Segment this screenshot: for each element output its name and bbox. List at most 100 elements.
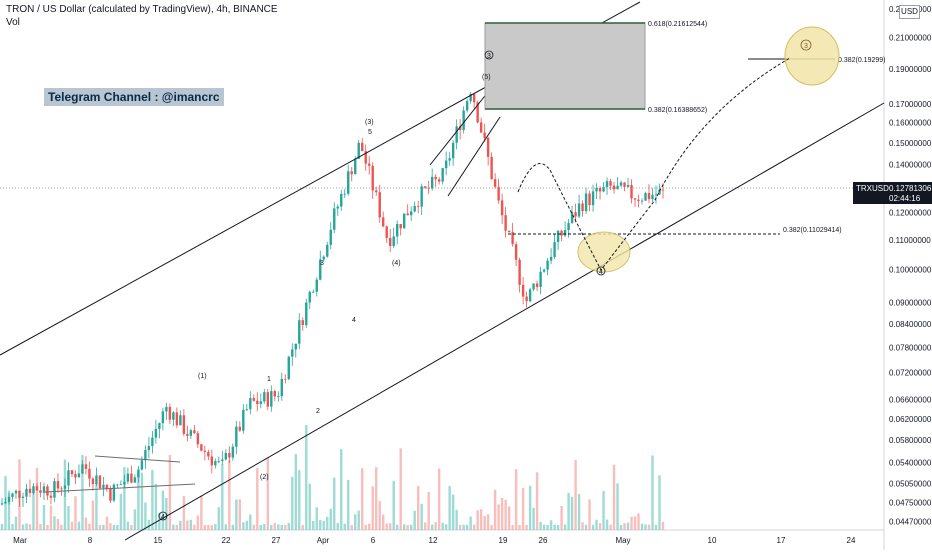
volume-bar (172, 524, 175, 530)
volume-bar (434, 522, 437, 530)
volume-bars (0, 425, 665, 530)
candle-body (458, 126, 462, 130)
candle-body (284, 378, 287, 380)
volume-bar (266, 457, 269, 530)
candle-body (549, 256, 553, 261)
candle-body (336, 206, 339, 209)
candle-body (46, 486, 49, 496)
volume-bar (525, 524, 528, 530)
candle-body (77, 473, 81, 478)
candle-body (528, 289, 532, 302)
time-tick-label: 22 (222, 536, 231, 545)
candle-body (644, 193, 647, 201)
volume-bar (322, 520, 325, 530)
candle-body (584, 193, 588, 212)
candle-body (88, 468, 91, 479)
volume-bar (53, 516, 56, 530)
candle-body (21, 496, 25, 498)
price-tick-label: 0.21000000 (889, 34, 932, 43)
price-tick-label: 0.04750000 (889, 498, 932, 507)
volume-bar (504, 499, 507, 530)
candle-body (256, 400, 259, 404)
candle-body (140, 460, 144, 470)
currency-badge[interactable]: USD (899, 5, 920, 19)
candle-body (630, 185, 633, 199)
volume-bar (112, 525, 116, 530)
time-tick-label: 8 (88, 536, 93, 545)
candle-body (221, 459, 224, 462)
candle-body (567, 222, 570, 230)
volume-bar (402, 524, 406, 530)
price-tick-label: 0.07200000 (889, 368, 932, 377)
candle-body (500, 200, 504, 216)
circled-labels: 4 3 4 (158, 50, 606, 521)
volume-bar (389, 523, 392, 530)
volume-bar (406, 524, 409, 530)
candle-body (399, 224, 402, 229)
candle-body (416, 205, 420, 207)
candle-body (430, 176, 434, 189)
volume-bar (560, 505, 563, 530)
candle-body (368, 163, 371, 166)
time-tick-label: Apr (317, 536, 330, 545)
volume-bar (203, 524, 207, 530)
volume-bar (98, 524, 102, 530)
candle-body (333, 208, 336, 230)
volume-bar (161, 490, 165, 530)
candle-body (375, 190, 378, 193)
candle-body (25, 488, 28, 497)
volume-bar (364, 524, 367, 530)
channel-lower-line (124, 102, 885, 541)
candle-body (647, 193, 651, 200)
candle-body (200, 444, 203, 451)
candle-body (497, 186, 500, 201)
candle-body (409, 211, 413, 216)
volume-bar (84, 517, 88, 530)
time-tick-label: 15 (154, 536, 163, 545)
svg-text:(5): (5) (482, 74, 491, 81)
volume-bar (245, 520, 249, 530)
candle-body (626, 185, 630, 187)
candle-body (63, 485, 67, 489)
volume-bar (179, 520, 182, 530)
volume-bar (175, 524, 179, 530)
volume-bar (500, 498, 504, 530)
time-tick-label: Mar (13, 536, 27, 545)
candle-body (518, 259, 521, 285)
candle-body (35, 486, 39, 491)
candle-body (32, 486, 35, 493)
last-price: 0.12781306 (889, 184, 932, 193)
candle-body (95, 475, 98, 485)
candle-body (595, 187, 598, 192)
volume-bar (46, 524, 49, 530)
candle-body (347, 171, 350, 194)
candle-body (67, 470, 70, 486)
price-tick-label: 0.09000000 (889, 299, 932, 308)
svg-text:1: 1 (267, 376, 271, 383)
candle-body (637, 199, 640, 201)
volume-bar (280, 524, 283, 530)
svg-text:(4): (4) (392, 260, 401, 267)
volume-bar (448, 486, 451, 530)
candle-body (81, 464, 84, 474)
candle-body (382, 217, 385, 227)
volume-bar (270, 524, 273, 530)
svg-text:(3): (3) (365, 119, 374, 126)
candle-body (521, 284, 525, 297)
svg-text:4: 4 (161, 514, 165, 521)
volume-bar (207, 524, 210, 530)
volume-bar (382, 514, 385, 530)
volume-bar (644, 524, 647, 530)
candle-body (525, 296, 528, 302)
candle-body (570, 212, 574, 223)
candle-body (602, 187, 605, 192)
volume-bar (581, 522, 584, 530)
volume-bar (396, 524, 399, 530)
candle-body (546, 260, 549, 270)
candle-body (612, 185, 616, 190)
volume-bar (518, 524, 521, 530)
candle-body (7, 496, 11, 502)
volume-bar (154, 483, 158, 530)
